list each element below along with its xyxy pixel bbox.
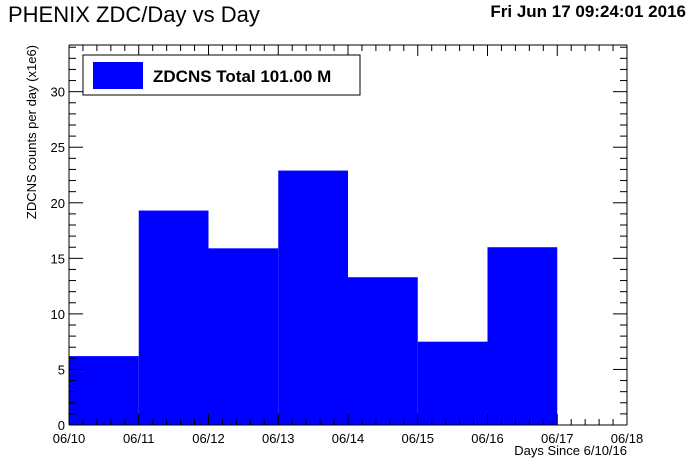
legend-swatch: [93, 62, 143, 89]
y-tick-label: 25: [51, 140, 65, 155]
y-tick-label: 0: [58, 418, 65, 433]
bar-5: [417, 341, 488, 425]
y-axis-ticks: 0 5 10 15 20 25 30: [51, 46, 627, 433]
bar-2: [208, 248, 279, 425]
bar-0: [69, 356, 139, 425]
x-axis-ticks: 06/10 06/11 06/12 06/13 06/14 06/15 06/16 06/17…: [53, 45, 644, 446]
bar-3: [278, 170, 348, 425]
x-tick-label: 06/17: [541, 431, 574, 446]
x-tick-label: 06/11: [123, 431, 155, 446]
y-tick-label: 10: [51, 307, 65, 322]
x-tick-label: 06/13: [262, 431, 295, 446]
y-axis-label: ZDCNS counts per day (x1e6): [24, 45, 39, 219]
y-tick-label: 20: [51, 196, 65, 211]
bar-1: [138, 210, 209, 425]
bar-6: [487, 247, 558, 425]
x-axis-label: Days Since 6/10/16: [514, 443, 627, 458]
y-tick-label: 15: [51, 251, 65, 266]
y-tick-label: 30: [51, 85, 65, 100]
x-tick-label: 06/10: [53, 431, 86, 446]
x-tick-label: 06/18: [611, 431, 644, 446]
bars-group: [69, 170, 558, 425]
x-tick-label: 06/15: [401, 431, 434, 446]
legend-label: ZDCNS Total 101.00 M: [153, 67, 331, 86]
legend: ZDCNS Total 101.00 M: [82, 54, 361, 96]
x-tick-label: 06/12: [192, 431, 225, 446]
x-tick-label: 06/14: [332, 431, 365, 446]
chart-title: PHENIX ZDC/Day vs Day: [8, 2, 260, 27]
timestamp: Fri Jun 17 09:24:01 2016: [490, 2, 686, 21]
bar-4: [348, 277, 418, 425]
x-tick-label: 06/16: [471, 431, 504, 446]
y-tick-label: 5: [58, 362, 65, 377]
